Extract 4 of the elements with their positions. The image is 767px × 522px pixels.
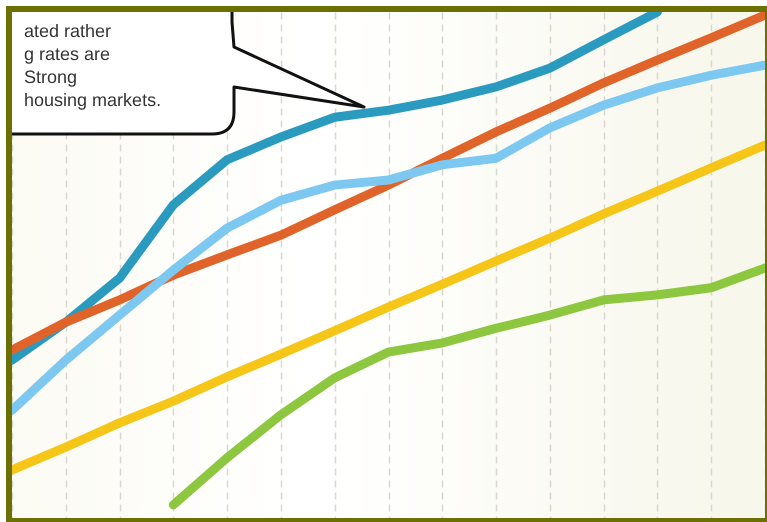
annotation: Strong [24,66,78,89]
annotation: g rates are [24,43,112,66]
annotation: housing markets. [24,89,162,112]
annotation: ated rather [24,20,112,43]
